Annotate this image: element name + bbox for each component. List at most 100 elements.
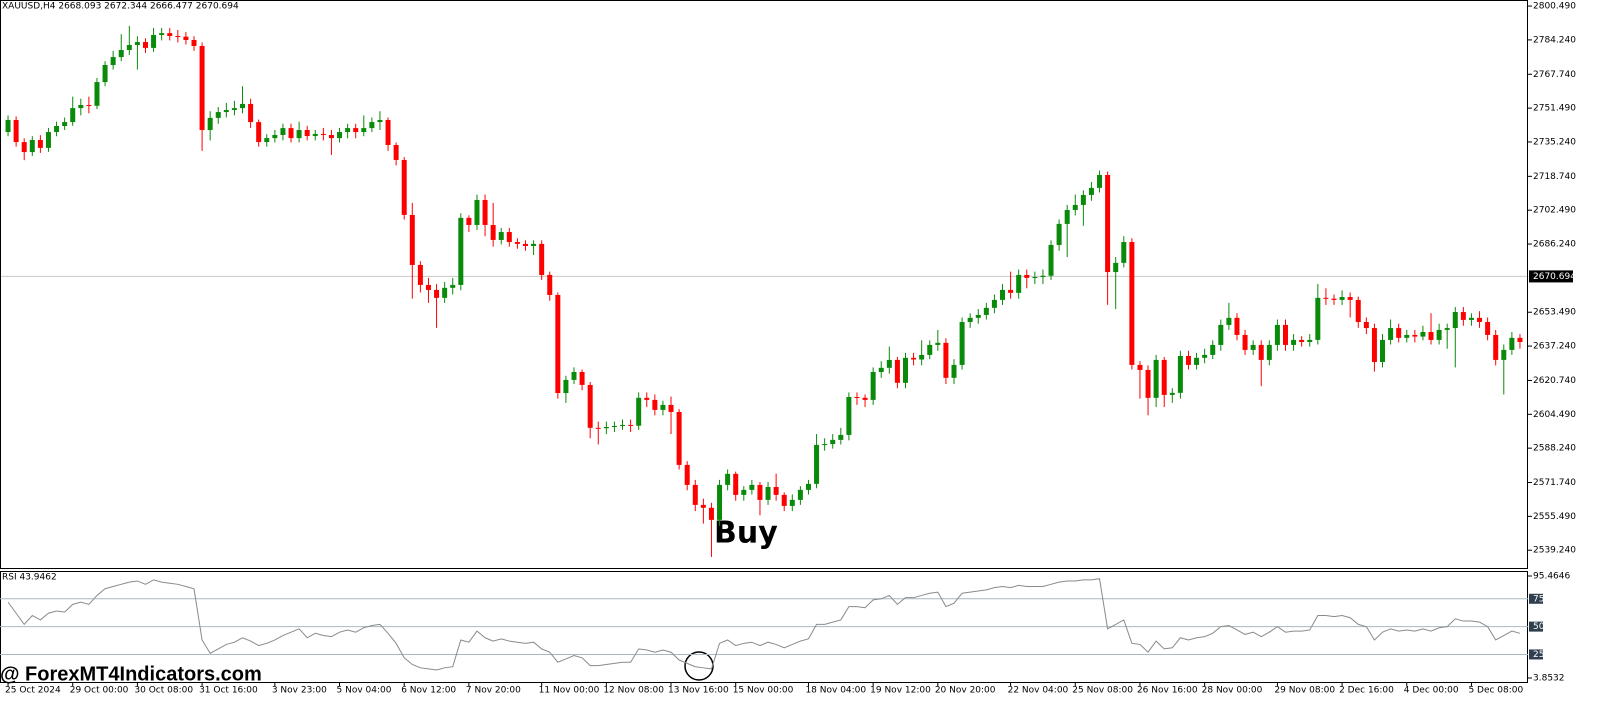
candle-body: [1347, 297, 1353, 300]
candle-body: [644, 397, 650, 400]
candle-body: [967, 317, 973, 323]
candle-body: [1323, 297, 1329, 299]
watermark: @ ForexMT4Indicators.com: [0, 663, 262, 685]
candle-body: [1331, 298, 1337, 300]
candle-body: [1080, 194, 1086, 205]
candle-body: [1315, 297, 1321, 340]
candle-body: [919, 354, 925, 360]
candle-body: [248, 103, 254, 123]
candle-body: [1266, 344, 1272, 360]
candle-body: [1202, 354, 1208, 358]
candle-body: [312, 133, 318, 137]
candle-body: [1153, 359, 1159, 398]
candle-body: [1024, 274, 1030, 278]
candle-body: [797, 489, 803, 500]
level-label-box: [1529, 593, 1543, 604]
candle-body: [1177, 355, 1183, 393]
candle-body: [5, 119, 11, 133]
x-tick-label: 6 Nov 12:00: [401, 686, 456, 696]
candle-body: [717, 484, 723, 520]
candle-body: [1250, 344, 1256, 350]
candle-body: [943, 342, 949, 378]
candle-body: [1048, 244, 1054, 276]
candle-body: [223, 109, 229, 113]
y-tick-label: 2751.490: [1533, 104, 1576, 114]
candle-body: [822, 444, 828, 446]
candle-body: [167, 33, 173, 37]
candle-body: [45, 132, 51, 148]
candle-body: [134, 42, 140, 45]
candle-body: [231, 108, 237, 110]
y-tick-label: 2539.240: [1533, 546, 1576, 556]
candle-body: [975, 314, 981, 318]
candle-body: [474, 199, 480, 225]
candle-body: [377, 119, 383, 123]
candle-body: [54, 126, 60, 133]
x-tick-label: 11 Nov 00:00: [539, 686, 600, 696]
candle-body: [878, 367, 884, 373]
candle-body: [1072, 204, 1078, 210]
candle-body: [328, 134, 334, 139]
x-tick-label: 2 Dec 16:00: [1339, 686, 1394, 696]
candle-body: [1064, 209, 1070, 224]
candle-body: [514, 242, 520, 244]
x-tick-label: 15 Nov 00:00: [733, 686, 794, 696]
candle-body: [1282, 324, 1288, 345]
candle-body: [1388, 328, 1394, 340]
candle-body: [1436, 329, 1442, 340]
x-tick-label: 31 Oct 16:00: [199, 686, 258, 696]
candle-body: [1121, 242, 1127, 263]
candle-body: [539, 243, 545, 275]
candle-body: [385, 119, 391, 145]
candle-body: [1485, 322, 1491, 335]
candle-body: [498, 232, 504, 240]
candle-body: [781, 494, 787, 506]
y-tick-label: 2604.490: [1533, 410, 1576, 420]
x-tick-label: 29 Nov 08:00: [1274, 686, 1335, 696]
candle-body: [361, 128, 367, 133]
candle-body: [264, 138, 270, 143]
candle-body: [1274, 324, 1280, 345]
candle-body: [1000, 289, 1006, 300]
candle-body: [1226, 317, 1232, 325]
candle-body: [886, 359, 892, 368]
y-tick-label: 2637.240: [1533, 342, 1576, 352]
candle-body: [86, 104, 92, 106]
candle-body: [320, 133, 326, 135]
candle-body: [417, 264, 423, 285]
candle-body: [1234, 317, 1240, 335]
candle-body: [102, 64, 108, 83]
candle-body: [652, 399, 658, 410]
candle-body: [1194, 357, 1200, 365]
buy-circle: [684, 651, 714, 681]
x-tick-label: 18 Nov 04:00: [805, 686, 866, 696]
candle-body: [628, 424, 634, 426]
candle-body: [409, 214, 415, 265]
y-tick-label: 25: [1533, 650, 1544, 660]
level-label-box: [1529, 621, 1543, 632]
candle-body: [159, 33, 165, 35]
candle-body: [345, 128, 351, 133]
y-tick-label: 75: [1533, 594, 1544, 604]
y-tick-label: 3.8532: [1533, 674, 1565, 684]
candle-body: [603, 426, 609, 429]
candle-body: [636, 397, 642, 426]
candle-body: [854, 396, 860, 398]
candle-body: [175, 36, 181, 38]
candle-body: [684, 464, 690, 485]
candle-body: [37, 139, 43, 148]
x-tick-label: 7 Nov 20:00: [466, 686, 521, 696]
x-tick-label: 28 Nov 00:00: [1202, 686, 1263, 696]
candle-body: [13, 119, 19, 143]
candle-body: [1412, 334, 1418, 337]
candle-body: [256, 122, 262, 143]
candle-body: [725, 473, 731, 485]
candle-body: [482, 199, 488, 225]
y-tick-label: 95.4646: [1533, 572, 1570, 582]
candle-body: [272, 134, 278, 139]
candle-body: [708, 507, 714, 520]
candle-body: [749, 484, 755, 490]
rsi-title: RSI 43.9462: [2, 573, 57, 583]
candle-body: [571, 372, 577, 380]
candle-body: [151, 34, 157, 48]
